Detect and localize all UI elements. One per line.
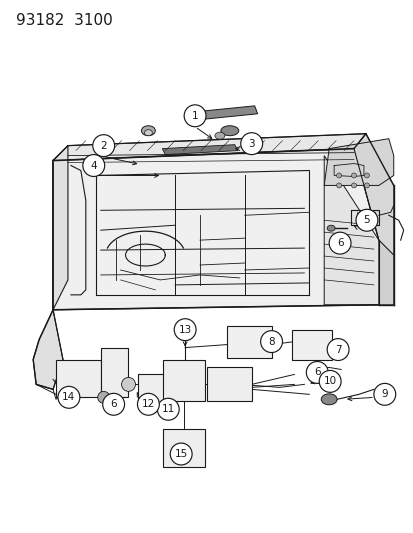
- Circle shape: [97, 391, 109, 403]
- Circle shape: [351, 183, 356, 188]
- Text: 93182  3100: 93182 3100: [16, 13, 113, 28]
- Text: 5: 5: [363, 215, 369, 225]
- Circle shape: [102, 393, 124, 415]
- Text: 15: 15: [174, 449, 188, 459]
- Circle shape: [326, 338, 348, 360]
- Circle shape: [83, 155, 104, 176]
- Circle shape: [93, 135, 114, 157]
- Text: 7: 7: [334, 344, 341, 354]
- Polygon shape: [185, 106, 257, 121]
- Circle shape: [240, 133, 262, 155]
- FancyBboxPatch shape: [163, 360, 204, 401]
- Circle shape: [58, 386, 80, 408]
- Circle shape: [174, 319, 196, 341]
- FancyBboxPatch shape: [138, 375, 166, 406]
- Circle shape: [184, 105, 206, 127]
- Circle shape: [328, 232, 350, 254]
- FancyBboxPatch shape: [226, 326, 271, 358]
- Text: 14: 14: [62, 392, 76, 402]
- Circle shape: [306, 361, 328, 383]
- Circle shape: [137, 393, 159, 415]
- Polygon shape: [53, 134, 365, 160]
- Circle shape: [318, 370, 340, 392]
- Text: 8: 8: [268, 337, 274, 346]
- Polygon shape: [323, 139, 393, 185]
- Text: 13: 13: [178, 325, 191, 335]
- Ellipse shape: [320, 394, 336, 405]
- Ellipse shape: [221, 126, 238, 136]
- Text: 6: 6: [336, 238, 343, 248]
- FancyBboxPatch shape: [163, 429, 204, 467]
- Circle shape: [260, 330, 282, 352]
- Circle shape: [363, 183, 368, 188]
- Circle shape: [121, 377, 135, 391]
- Ellipse shape: [309, 366, 318, 373]
- FancyBboxPatch shape: [292, 330, 331, 360]
- Text: 3: 3: [248, 139, 254, 149]
- FancyBboxPatch shape: [56, 360, 100, 397]
- Text: 9: 9: [380, 389, 387, 399]
- Ellipse shape: [214, 132, 224, 139]
- Text: 1: 1: [191, 111, 198, 121]
- Ellipse shape: [141, 126, 155, 136]
- Circle shape: [336, 173, 341, 178]
- Text: 11: 11: [161, 404, 174, 414]
- Circle shape: [170, 443, 192, 465]
- Text: 6: 6: [110, 399, 116, 409]
- Text: 12: 12: [141, 399, 154, 409]
- Ellipse shape: [326, 225, 335, 231]
- Ellipse shape: [144, 130, 152, 136]
- Circle shape: [336, 183, 341, 188]
- FancyBboxPatch shape: [100, 348, 127, 397]
- Polygon shape: [162, 144, 237, 155]
- Text: 6: 6: [313, 367, 320, 377]
- Circle shape: [157, 398, 179, 420]
- Circle shape: [351, 173, 356, 178]
- Polygon shape: [33, 146, 68, 389]
- Text: 4: 4: [90, 160, 97, 171]
- Polygon shape: [323, 156, 378, 305]
- Circle shape: [373, 383, 395, 405]
- Polygon shape: [378, 240, 393, 305]
- Polygon shape: [53, 149, 378, 310]
- Circle shape: [363, 173, 368, 178]
- Circle shape: [355, 209, 377, 231]
- Polygon shape: [353, 134, 393, 255]
- Text: 10: 10: [323, 376, 336, 386]
- Text: 2: 2: [100, 141, 107, 151]
- FancyBboxPatch shape: [206, 367, 251, 401]
